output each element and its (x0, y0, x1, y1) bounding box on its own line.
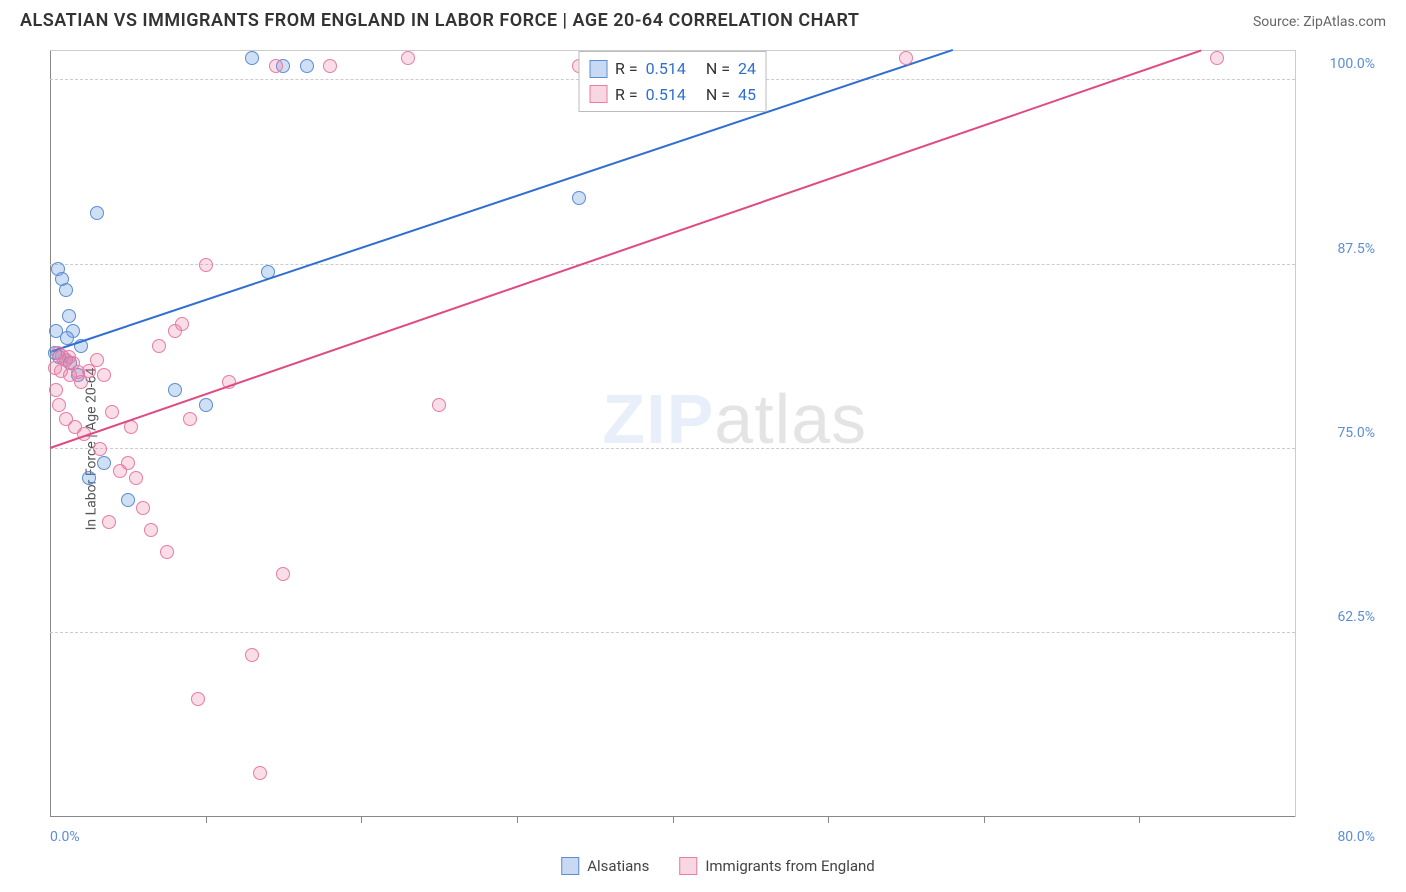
y-axis-line (50, 51, 51, 817)
data-point-immigrants_england (90, 353, 104, 367)
data-point-immigrants_england (152, 339, 166, 353)
x-axis-min-label: 0.0% (50, 829, 80, 845)
swatch-england-icon (589, 85, 607, 103)
data-point-alsatians (245, 51, 259, 65)
legend-label: Alsatians (587, 857, 649, 875)
data-point-immigrants_england (199, 258, 213, 272)
y-tick-label: 62.5% (1305, 609, 1375, 625)
data-point-immigrants_england (245, 648, 259, 662)
x-tick (673, 817, 674, 823)
x-tick (517, 817, 518, 823)
data-point-alsatians (199, 398, 213, 412)
data-point-immigrants_england (899, 51, 913, 65)
data-point-immigrants_england (102, 515, 116, 529)
gridline-h (50, 448, 1295, 449)
y-tick-label: 100.0% (1305, 56, 1375, 72)
data-point-immigrants_england (183, 412, 197, 426)
y-tick-label: 75.0% (1305, 425, 1375, 441)
x-tick (206, 817, 207, 823)
chart-title: ALSATIAN VS IMMIGRANTS FROM ENGLAND IN L… (20, 10, 859, 31)
data-point-immigrants_england (93, 442, 107, 456)
x-tick (361, 817, 362, 823)
stats-row-series-a: R = 0.514 N = 24 (589, 56, 756, 82)
source-attribution: Source: ZipAtlas.com (1253, 14, 1386, 30)
plot-area: ZIPatlas R = 0.514 N = 24 R = 0.514 N = … (50, 50, 1296, 817)
data-point-alsatians (572, 191, 586, 205)
data-point-alsatians (82, 471, 96, 485)
legend-swatch-alsatians-icon (561, 857, 579, 875)
legend-item-england: Immigrants from England (679, 857, 874, 875)
data-point-immigrants_england (113, 464, 127, 478)
data-point-immigrants_england (1210, 51, 1224, 65)
y-tick-label: 87.5% (1305, 241, 1375, 257)
data-point-immigrants_england (136, 501, 150, 515)
data-point-immigrants_england (129, 471, 143, 485)
data-point-alsatians (90, 206, 104, 220)
data-point-alsatians (62, 309, 76, 323)
data-point-alsatians (55, 272, 69, 286)
stats-row-series-b: R = 0.514 N = 45 (589, 82, 756, 108)
data-point-immigrants_england (49, 383, 63, 397)
data-point-alsatians (97, 456, 111, 470)
data-point-immigrants_england (323, 59, 337, 73)
data-point-immigrants_england (160, 545, 174, 559)
data-point-immigrants_england (432, 398, 446, 412)
gridline-h (50, 264, 1295, 265)
data-point-immigrants_england (276, 567, 290, 581)
stats-legend-box: R = 0.514 N = 24 R = 0.514 N = 45 (578, 51, 767, 112)
data-point-immigrants_england (68, 420, 82, 434)
x-tick (984, 817, 985, 823)
x-tick (828, 817, 829, 823)
legend-label: Immigrants from England (705, 857, 874, 875)
legend-swatch-england-icon (679, 857, 697, 875)
gridline-h (50, 632, 1295, 633)
data-point-immigrants_england (144, 523, 158, 537)
data-point-alsatians (300, 59, 314, 73)
data-point-immigrants_england (105, 405, 119, 419)
data-point-immigrants_england (97, 368, 111, 382)
data-point-immigrants_england (253, 766, 267, 780)
legend: Alsatians Immigrants from England (561, 857, 875, 875)
watermark: ZIPatlas (602, 379, 867, 459)
trend-line-alsatians (50, 49, 953, 353)
chart-container: In Labor Force | Age 20-64 ZIPatlas R = … (50, 50, 1386, 847)
data-point-immigrants_england (175, 317, 189, 331)
data-point-immigrants_england (401, 51, 415, 65)
data-point-immigrants_england (74, 375, 88, 389)
x-tick (1139, 817, 1140, 823)
legend-item-alsatians: Alsatians (561, 857, 649, 875)
x-axis-max-label: 80.0% (1305, 829, 1375, 845)
data-point-immigrants_england (191, 692, 205, 706)
data-point-immigrants_england (269, 59, 283, 73)
swatch-alsatians-icon (589, 60, 607, 78)
data-point-alsatians (168, 383, 182, 397)
data-point-immigrants_england (52, 398, 66, 412)
data-point-alsatians (121, 493, 135, 507)
